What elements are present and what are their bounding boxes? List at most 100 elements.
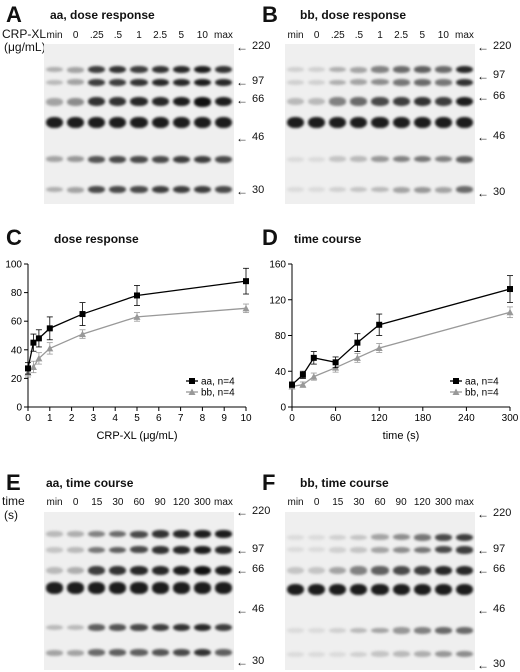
lane-label: min (287, 497, 304, 508)
blot-band (214, 155, 232, 163)
blot-band (130, 116, 148, 129)
blot-band (371, 116, 389, 129)
lane-label: max (454, 497, 474, 508)
blot-band (308, 547, 326, 553)
blot-band (46, 624, 64, 631)
arrow-left-icon: ← (477, 506, 489, 521)
y-tick-label: 40 (11, 345, 23, 356)
blot-band (109, 623, 127, 631)
blot-band (67, 156, 85, 163)
lane-label: 90 (395, 497, 407, 508)
y-tick-label: 0 (280, 403, 286, 414)
western-blot-e (44, 512, 234, 670)
blot-band (392, 96, 410, 107)
blot-band (329, 116, 347, 129)
legend-marker-triangle (452, 388, 460, 395)
lane-label: 300 (434, 497, 452, 508)
legend-marker-square (189, 378, 195, 384)
blot-band (46, 186, 64, 193)
blot-band (214, 116, 232, 129)
blot-band (308, 79, 326, 86)
lane-label: 300 (193, 497, 211, 508)
data-point-triangle (46, 344, 54, 352)
y-tick-label: 160 (269, 260, 286, 271)
blot-band (151, 623, 169, 631)
blot-band (151, 155, 169, 163)
blot-band (67, 116, 85, 129)
blot-band (172, 96, 190, 107)
blot-band (109, 155, 127, 163)
panel-letter-b: B (262, 2, 278, 27)
data-point-triangle (506, 308, 514, 316)
mw-marker-label: 97 (252, 75, 265, 88)
side-label-e-1: time (2, 494, 25, 508)
x-tick-label: 6 (156, 413, 162, 424)
data-point-triangle (353, 354, 361, 361)
blot-band (287, 116, 305, 129)
side-label-e-2: (s) (4, 508, 18, 522)
blot-band (308, 116, 326, 129)
blot-band (193, 530, 211, 538)
x-tick-label: 300 (502, 413, 519, 424)
blot-band (130, 96, 148, 107)
blot-band (308, 566, 326, 575)
lane-label: 0 (313, 497, 320, 508)
blot-band (329, 627, 347, 634)
mw-markers-b: ← 220 ← 97 ← 66 ← 46 ← 30 (475, 40, 520, 204)
lane-label: 10 (437, 30, 449, 41)
mw-marker-label: 46 (252, 602, 265, 615)
blot-band (392, 186, 410, 193)
blot-band (287, 547, 305, 553)
blot-band (392, 546, 410, 553)
blot-band (46, 547, 64, 553)
mw-marker-label: 220 (493, 506, 512, 519)
legend-label: aa, n=4 (201, 377, 235, 388)
arrow-left-icon: ← (477, 40, 489, 55)
blot-band (88, 649, 106, 656)
lane-labels-b: min 0.25.5 1 2.5 5 10 max (0, 30, 520, 44)
lane-label: 2.5 (394, 30, 409, 41)
arrow-left-icon: ← (477, 542, 489, 557)
mw-markers-e: ← 220 ← 97 ← 66 ← 46 ← 30 (234, 505, 274, 670)
data-point-triangle (299, 381, 307, 388)
blot-band (46, 66, 64, 73)
blot-band (308, 156, 326, 162)
blot-band (130, 565, 148, 576)
blot-band (434, 156, 452, 163)
blot-band (350, 534, 368, 540)
blot-band (193, 96, 211, 107)
data-point-square (79, 311, 86, 318)
blot-band (350, 547, 368, 553)
data-point-square (243, 278, 249, 285)
blot-band (434, 116, 452, 129)
panel-letter-a: A (6, 2, 22, 27)
blot-band (371, 534, 389, 541)
blot-band (371, 66, 389, 73)
western-blot-f (285, 512, 475, 670)
lane-label: 15 (332, 497, 344, 508)
blot-band (88, 623, 106, 631)
blot-band (392, 534, 410, 541)
lane-labels-a: min 0 .25 .5 1 2.5 5 10 max (0, 30, 260, 44)
blot-band (109, 546, 127, 554)
blot-band (214, 623, 232, 631)
lane-label: 90 (154, 497, 166, 508)
blot-band (413, 583, 431, 596)
blot-band (214, 565, 232, 576)
arrow-left-icon: ← (236, 655, 248, 670)
blot-band (434, 66, 452, 73)
x-tick-label: 60 (330, 413, 342, 424)
blot-band (329, 156, 347, 162)
blot-band (151, 116, 169, 129)
lane-label: 0 (313, 30, 320, 41)
blot-band (434, 583, 452, 596)
data-point-triangle (79, 330, 86, 338)
lane-label: max (454, 30, 474, 41)
arrow-left-icon: ← (236, 505, 248, 519)
x-tick-label: 7 (178, 413, 184, 424)
blot-band (109, 65, 127, 74)
blot-band (172, 565, 190, 576)
arrow-left-icon: ← (236, 184, 248, 199)
panel-title-a: aa, dose response (50, 8, 155, 22)
blot-band (130, 530, 148, 538)
